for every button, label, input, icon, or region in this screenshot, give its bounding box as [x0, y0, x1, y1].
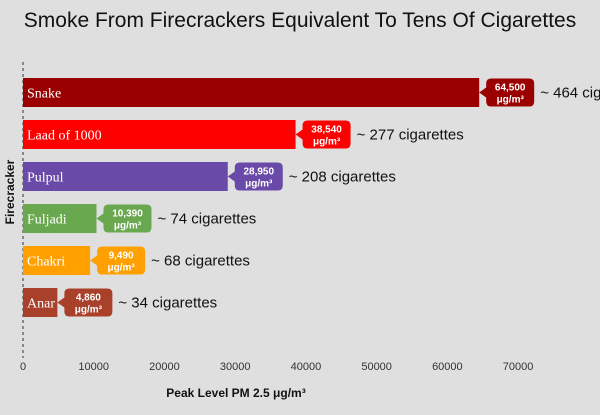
- x-tick-label: 60000: [432, 361, 463, 373]
- value-label: 64,500: [495, 83, 526, 94]
- cigarettes-annotation: ~ 68 cigarettes: [151, 253, 250, 270]
- bar-category-label: Fuljadi: [27, 213, 67, 228]
- bar: [23, 120, 296, 149]
- bar-category-label: Chakri: [27, 255, 65, 270]
- value-unit-label: μg/m³: [245, 179, 273, 190]
- cigarettes-annotation: ~ 464 cigarettes: [540, 85, 600, 102]
- x-tick-label: 20000: [149, 361, 180, 373]
- x-tick-label: 40000: [291, 361, 322, 373]
- bar-category-label: Snake: [27, 87, 61, 102]
- cigarettes-annotation: ~ 34 cigarettes: [118, 295, 217, 312]
- x-tick-label: 50000: [361, 361, 392, 373]
- bar: [23, 162, 228, 191]
- cigarettes-annotation: ~ 277 cigarettes: [357, 127, 464, 144]
- y-axis-title: Firecracker: [3, 159, 17, 224]
- value-badge: [479, 78, 535, 107]
- value-badge: [227, 162, 283, 191]
- x-tick-label: 10000: [78, 361, 109, 373]
- bar-category-label: Laad of 1000: [27, 129, 102, 144]
- value-badge: [57, 288, 113, 317]
- cigarettes-annotation: ~ 208 cigarettes: [289, 169, 396, 186]
- value-label: 28,950: [243, 167, 274, 178]
- value-unit-label: μg/m³: [313, 137, 341, 148]
- value-badge: [295, 120, 351, 149]
- value-unit-label: μg/m³: [497, 95, 525, 106]
- bar-category-label: Pulpul: [27, 171, 64, 186]
- value-unit-label: μg/m³: [114, 221, 142, 232]
- bar: [23, 78, 480, 107]
- value-badge: [96, 204, 152, 233]
- bar: [23, 288, 58, 317]
- bar: [23, 246, 91, 275]
- value-label: 10,390: [112, 209, 143, 220]
- value-unit-label: μg/m³: [108, 263, 136, 274]
- x-tick-label: 0: [20, 361, 26, 373]
- value-label: 9,490: [109, 251, 134, 262]
- x-tick-label: 30000: [220, 361, 251, 373]
- x-axis-ticks: 0 10000 20000 30000 40000 50000 60000 70000: [20, 361, 533, 373]
- bar-category-label: Anar: [27, 297, 55, 312]
- value-badge: [90, 246, 146, 275]
- chart-title: Smoke From Firecrackers Equivalent To Te…: [24, 9, 576, 32]
- x-tick-label: 70000: [503, 361, 534, 373]
- x-axis-title: Peak Level PM 2.5 μg/m³: [166, 386, 305, 400]
- value-label: 4,860: [76, 293, 101, 304]
- value-unit-label: μg/m³: [75, 305, 103, 316]
- bar: [23, 204, 97, 233]
- cigarettes-annotation: ~ 74 cigarettes: [157, 211, 256, 228]
- value-label: 38,540: [311, 125, 342, 136]
